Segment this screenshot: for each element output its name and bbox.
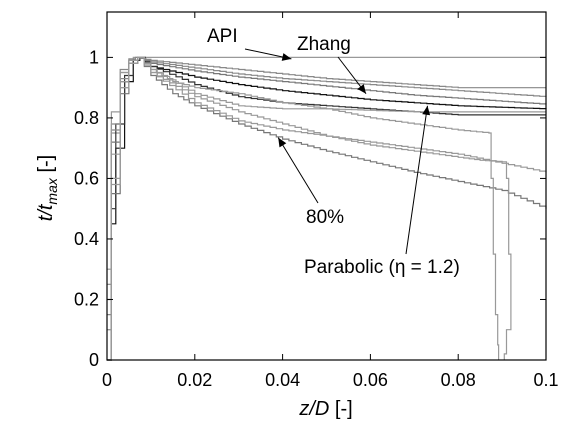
axis-ticks: 0 0.02 0.04 0.06 0.08 0.1 0 0.2 0.4 0.6 0.8 1 — [74, 12, 559, 390]
annotation-arrowhead — [357, 84, 366, 94]
x-tick-label: 0 — [102, 370, 112, 390]
annotation-arrowhead — [281, 53, 292, 61]
y-tick-label: 1 — [89, 47, 99, 67]
series-lines — [107, 56, 547, 361]
y-tick-label: 0 — [89, 350, 99, 370]
annotation-label: API — [207, 26, 238, 47]
annotations: API Zhang 80% Parabolic (η = 1.2) — [207, 26, 460, 278]
series-line-10 — [107, 56, 546, 270]
annotation-arrow — [277, 137, 319, 204]
x-tick-label: 0.06 — [353, 370, 388, 390]
y-tick-label: 0.4 — [74, 229, 99, 249]
annotation-arrowhead — [422, 105, 431, 116]
series-line-4 — [107, 56, 547, 301]
x-axis-title: z/D [-] — [298, 398, 352, 420]
series-line-6 — [107, 56, 546, 316]
x-tick-label: 0.04 — [265, 370, 300, 390]
y-tick-label: 0.2 — [74, 289, 99, 309]
series-line-5 — [107, 56, 547, 285]
x-tick-label: 0.1 — [533, 370, 558, 390]
series-line-8 — [107, 56, 500, 361]
y-axis-title: t/tmax [-] — [35, 155, 60, 221]
annotation-arrowhead — [278, 137, 287, 148]
annotation-label: Parabolic (η = 1.2) — [304, 257, 460, 278]
x-tick-label: 0.08 — [441, 370, 476, 390]
x-tick-label: 0.02 — [177, 370, 212, 390]
y-tick-label: 0.6 — [74, 168, 99, 188]
series-line-1 — [107, 56, 546, 331]
annotation-label: Zhang — [297, 34, 351, 55]
annotation-label: 80% — [306, 207, 344, 228]
y-tick-label: 0.8 — [74, 108, 99, 128]
annotation-arrow — [405, 105, 428, 255]
series-line-2 — [107, 56, 547, 361]
plot-frame — [106, 11, 547, 361]
series-line-3 — [107, 56, 546, 361]
series-line-7 — [107, 56, 547, 361]
series-line-11 — [107, 56, 547, 331]
